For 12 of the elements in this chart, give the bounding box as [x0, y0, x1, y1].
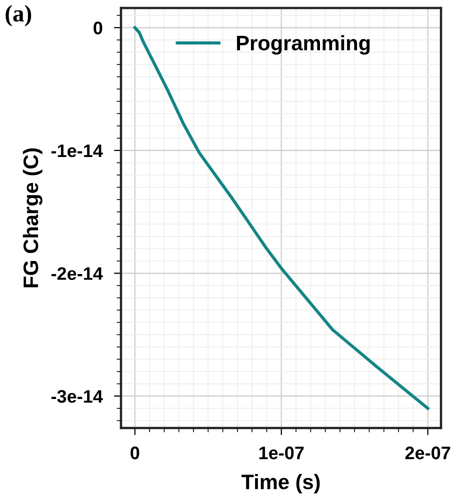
x-axis-title: Time (s)	[241, 474, 320, 494]
x-tick-label: 1e-07	[259, 446, 304, 460]
line-series	[133, 26, 430, 410]
y-tick-label: 0	[94, 22, 102, 34]
y-axis-title: FG Charge (C)	[22, 148, 42, 288]
text: (a)	[6, 4, 32, 26]
legend-label: Programming	[237, 35, 370, 55]
y-tick-label: -1e-14	[51, 144, 103, 158]
x-tick-label: 0	[130, 446, 140, 460]
x-tick-label: 2e-07	[405, 446, 450, 460]
y-tick-label: -2e-14	[51, 267, 103, 280]
y-tick-label: -3e-14	[51, 390, 103, 403]
